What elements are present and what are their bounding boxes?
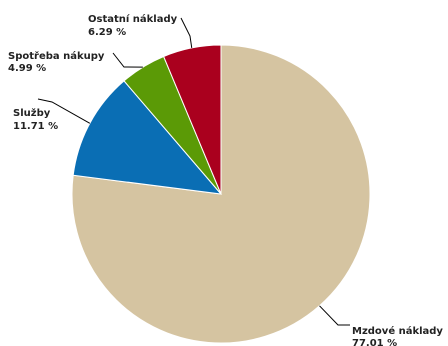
slice-labels: Mzdové náklady 77.01 % Služby 11.71 % Sp… xyxy=(8,13,443,346)
slice-label-name-ostatni-naklady: Ostatní náklady xyxy=(88,13,178,25)
leader-line-spotreba-nakupy xyxy=(112,52,143,68)
slice-label-value-sluzby: 11.71 % xyxy=(13,121,58,132)
leader-line-ostatni-naklady xyxy=(180,17,193,48)
slice-label-value-mzdove-naklady: 77.01 % xyxy=(352,338,397,346)
pie-slice-sluzby xyxy=(72,80,223,195)
pie-slices xyxy=(71,44,371,344)
slice-label-value-ostatni-naklady: 6.29 % xyxy=(88,27,126,38)
label-leaders xyxy=(37,17,350,326)
leader-line-sluzby xyxy=(37,98,91,124)
slice-label-name-sluzby: Služby xyxy=(13,107,51,119)
slice-label-name-spotreba-nakupy: Spotřeba nákupy xyxy=(8,50,105,62)
slice-label-value-spotreba-nakupy: 4.99 % xyxy=(8,63,46,74)
slice-label-name-mzdove-naklady: Mzdové náklady xyxy=(352,325,443,337)
leader-line-mzdove-naklady xyxy=(319,305,350,326)
